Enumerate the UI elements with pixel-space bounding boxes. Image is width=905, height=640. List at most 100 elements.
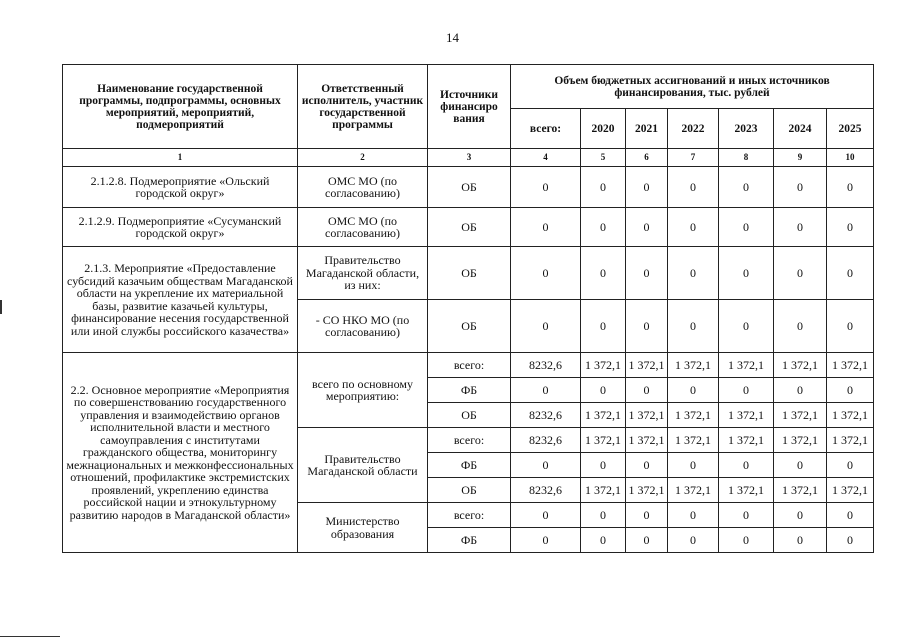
amount-cell: 0	[667, 452, 719, 478]
header-year: 2022	[667, 108, 719, 149]
funding-source: ОБ	[427, 166, 511, 208]
funding-source: всего:	[427, 352, 511, 378]
executor: Министерство образования	[297, 502, 428, 553]
amount-cell: 8232,6	[510, 427, 581, 453]
amount-cell: 0	[625, 452, 668, 478]
amount-cell: 0	[625, 299, 668, 353]
amount-cell: 1 372,1	[718, 352, 774, 378]
header-year: 2023	[718, 108, 774, 149]
amount-cell: 0	[510, 207, 581, 247]
amount-cell: 1 372,1	[625, 427, 668, 453]
executor: Правительство Магаданской области, из ни…	[297, 246, 428, 300]
amount-cell: 0	[826, 246, 874, 300]
amount-cell: 0	[773, 246, 827, 300]
funding-source: ОБ	[427, 207, 511, 247]
header-year: 2021	[625, 108, 668, 149]
header-year: 2024	[773, 108, 827, 149]
table-row: Министерство образования всего: 0 0 0 0 0 0 0	[63, 502, 874, 553]
header-year: 2025	[826, 108, 874, 149]
amount-cell: 1 372,1	[625, 352, 668, 378]
amount-cell: 0	[826, 502, 874, 528]
amount-cell: 0	[826, 527, 874, 553]
amount-cell: 0	[625, 502, 668, 528]
amount-cell: 0	[625, 527, 668, 553]
amount-cell: 1 372,1	[773, 352, 827, 378]
amount-cell: 0	[510, 452, 581, 478]
executor: ОМС МО (по согласованию)	[297, 166, 428, 208]
column-number: 10	[826, 148, 874, 167]
amount-cell: 1 372,1	[667, 402, 719, 428]
amount-cell: 0	[580, 246, 626, 300]
amount-cell: 0	[773, 527, 827, 553]
amount-cell: 0	[510, 166, 581, 208]
amount-cell: 1 372,1	[826, 427, 874, 453]
amount-cell: 0	[718, 246, 774, 300]
scan-mark	[0, 636, 60, 637]
executor: ОМС МО (по согласованию)	[297, 207, 428, 247]
column-number: 4	[510, 148, 581, 167]
amount-cell: 0	[580, 452, 626, 478]
amount-cell: 1 372,1	[580, 402, 626, 428]
amount-cell: 0	[826, 452, 874, 478]
amount-cell: 0	[667, 207, 719, 247]
amount-cell: 0	[625, 246, 668, 300]
amount-cell: 0	[718, 452, 774, 478]
header-name: Наименование государственной программы, …	[62, 64, 298, 149]
funding-source: всего:	[427, 502, 511, 528]
column-number: 8	[718, 148, 774, 167]
amount-cell: 0	[773, 377, 827, 403]
amount-cell: 1 372,1	[718, 427, 774, 453]
amount-cell: 0	[625, 377, 668, 403]
amount-cell: 0	[718, 502, 774, 528]
amount-cell: 0	[826, 377, 874, 403]
column-number: 7	[667, 148, 719, 167]
funding-source: ОБ	[427, 402, 511, 428]
table-row: 2.2. Основное мероприятие «Мероприятия п…	[62, 352, 874, 553]
amount-cell: 1 372,1	[580, 477, 626, 503]
amount-cell: 0	[667, 299, 719, 353]
amount-cell: 0	[510, 246, 581, 300]
amount-cell: 0	[580, 299, 626, 353]
amount-cell: 1 372,1	[718, 402, 774, 428]
amount-cell: 0	[718, 527, 774, 553]
page-number: 14	[446, 30, 459, 45]
program-name: 2.1.2.8. Подмероприятие «Ольский городск…	[62, 166, 298, 208]
amount-cell: 0	[826, 207, 874, 247]
executor: Правительство Магаданской области	[297, 427, 428, 503]
table-row: 2.1.3. Мероприятие «Предоставление субси…	[62, 246, 874, 353]
amount-cell: 8232,6	[510, 402, 581, 428]
funding-source: ОБ	[427, 477, 511, 503]
column-number: 5	[580, 148, 626, 167]
amount-cell: 0	[773, 207, 827, 247]
amount-cell: 0	[718, 299, 774, 353]
amount-cell: 1 372,1	[773, 402, 827, 428]
amount-cell: 0	[510, 377, 581, 403]
amount-cell: 0	[580, 377, 626, 403]
header-year: 2020	[580, 108, 626, 149]
table-row: ФБ 0 0 0 0 0 0 0	[63, 377, 874, 403]
funding-source: ФБ	[427, 527, 511, 553]
table-row: ФБ 0 0 0 0 0 0 0	[63, 452, 874, 478]
scan-mark	[0, 300, 2, 314]
column-number: 3	[427, 148, 511, 167]
amount-cell: 0	[667, 166, 719, 208]
amount-cell: 0	[580, 527, 626, 553]
column-number: 1	[62, 148, 298, 167]
executor: - СО НКО МО (по согласованию)	[297, 299, 428, 353]
table-row: ОБ 8232,6 1 372,1 1 372,1 1 372,1 1 372,1 1 37…	[63, 402, 874, 428]
amount-cell: 0	[718, 207, 774, 247]
column-number: 9	[773, 148, 827, 167]
amount-cell: 1 372,1	[773, 427, 827, 453]
header-total: всего:	[510, 108, 581, 149]
amount-cell: 0	[773, 299, 827, 353]
amount-cell: 1 372,1	[580, 352, 626, 378]
amount-cell: 0	[826, 166, 874, 208]
amount-cell: 1 372,1	[826, 402, 874, 428]
amount-cell: 8232,6	[510, 477, 581, 503]
header-source: Источники финансиро вания	[427, 64, 511, 149]
amount-cell: 1 372,1	[826, 477, 874, 503]
amount-cell: 1 372,1	[773, 477, 827, 503]
program-name: 2.1.3. Мероприятие «Предоставление субси…	[62, 246, 298, 353]
column-number: 6	[625, 148, 668, 167]
amount-cell: 0	[718, 377, 774, 403]
